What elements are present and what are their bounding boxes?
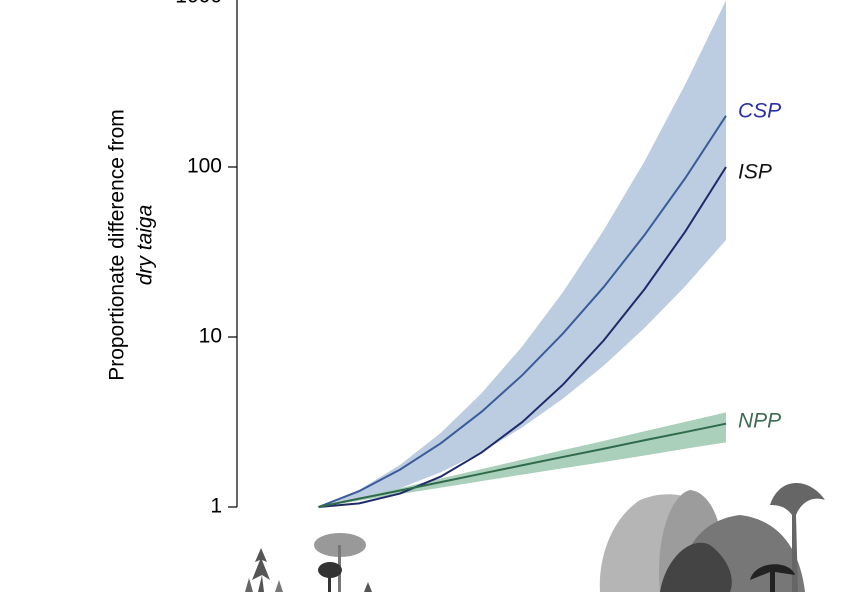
confidence-band [318,0,726,508]
tree-silhouettes [245,482,825,592]
y-tick-label: 100 [187,155,222,178]
y-tick-label: 10 [199,325,222,348]
y-tick-label: 1000 [175,0,222,8]
series-line [318,115,727,508]
series-line [318,422,727,508]
y-axis-label: dry taiga [134,205,157,286]
series-label: ISP [738,161,772,184]
series-label: CSP [738,99,781,122]
series-line [318,166,727,508]
series-label: NPP [738,409,781,432]
y-axis-label: Proportionate difference from [106,109,129,381]
confidence-band [318,412,726,507]
y-tick-label: 1 [210,495,222,518]
